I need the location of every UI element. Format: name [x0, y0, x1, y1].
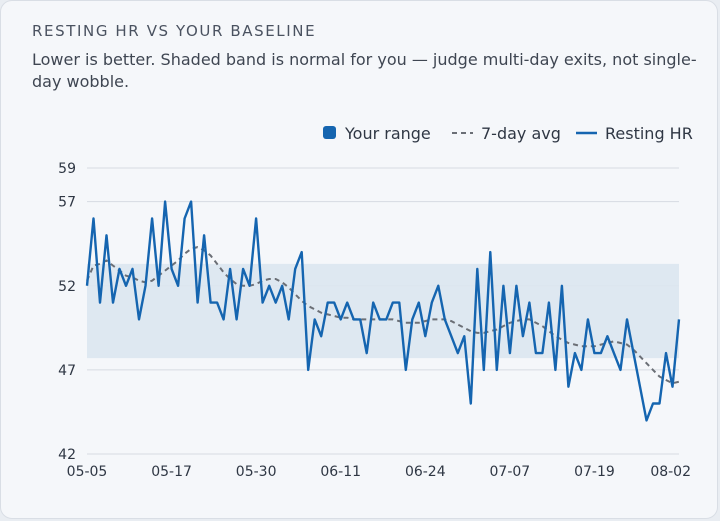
- your-range-band: [87, 263, 679, 359]
- y-tick-label: 42: [58, 447, 76, 463]
- chart-subtitle: Lower is better. Shaded band is normal f…: [32, 50, 697, 91]
- legend: Your range 7-day avg Resting HR: [323, 124, 693, 143]
- resting-hr-line: [85, 200, 681, 422]
- x-tick-label: 05-17: [151, 464, 192, 480]
- x-axis-ticks: 05-05 05-17 05-30 06-11 06-24 07-07 07-19 08-02: [67, 464, 691, 480]
- x-tick-label: 08-02: [650, 464, 691, 480]
- x-tick-label: 05-05: [67, 464, 108, 480]
- legend-swatch-your-range: [323, 126, 336, 139]
- y-tick-label: 47: [58, 363, 76, 379]
- y-tick-label: 57: [58, 195, 76, 211]
- x-tick-label: 06-11: [320, 464, 361, 480]
- legend-label-7-day-avg: 7-day avg: [481, 124, 561, 143]
- y-axis-ticks: 42 47 52 57 59: [58, 161, 76, 463]
- x-tick-label: 07-19: [574, 464, 615, 480]
- y-tick-label: 59: [58, 161, 76, 177]
- x-tick-label: 06-24: [405, 464, 446, 480]
- legend-label-resting-hr: Resting HR: [605, 124, 693, 143]
- x-tick-label: 05-30: [236, 464, 277, 480]
- chart-title: RESTING HR VS YOUR BASELINE: [32, 22, 317, 40]
- y-tick-label: 52: [58, 279, 76, 295]
- x-tick-label: 07-07: [490, 464, 531, 480]
- legend-label-your-range: Your range: [344, 124, 431, 143]
